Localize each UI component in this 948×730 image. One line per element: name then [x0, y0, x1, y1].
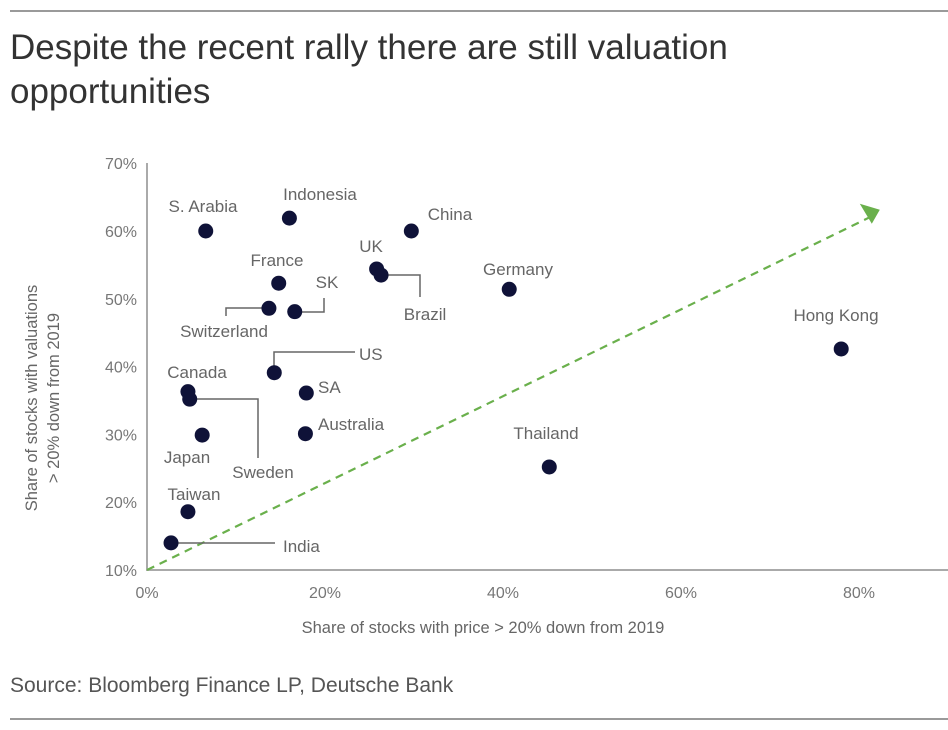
data-point-indonesia	[281, 210, 297, 226]
x-axis-title: Share of stocks with price > 20% down fr…	[302, 619, 665, 637]
chart-title: Despite the recent rally there are still…	[10, 28, 728, 111]
point-label: SA	[318, 378, 341, 397]
leader-line	[196, 398, 259, 458]
leader-line	[273, 351, 355, 368]
point-label: India	[283, 537, 320, 556]
point-label: Indonesia	[283, 185, 357, 204]
y-tick-label: 20%	[105, 495, 137, 512]
y-tick-label: 50%	[105, 292, 137, 309]
data-point-france	[271, 275, 287, 291]
point-label: Germany	[483, 260, 553, 279]
top-rule	[10, 10, 948, 12]
point-label: SK	[316, 273, 339, 292]
data-point-china	[403, 223, 419, 239]
data-point-s-arabia	[198, 223, 214, 239]
data-point-sweden	[182, 391, 198, 407]
y-tick-label: 10%	[105, 563, 137, 580]
point-label: Canada	[167, 363, 227, 382]
data-point-sk	[287, 304, 303, 320]
y-tick-label: 40%	[105, 360, 137, 377]
point-label: Brazil	[404, 305, 447, 324]
point-label: Australia	[318, 415, 385, 434]
leader-line	[387, 274, 421, 297]
data-point-switzerland	[261, 300, 277, 316]
y-tick-label: 30%	[105, 427, 137, 444]
data-point-taiwan	[180, 504, 196, 520]
y-tick-label: 70%	[105, 156, 137, 173]
leader-line	[225, 307, 265, 316]
point-label: Switzerland	[180, 322, 268, 341]
x-tick-label: 0%	[135, 585, 158, 602]
point-label: France	[251, 251, 304, 270]
data-point-australia	[297, 426, 313, 442]
data-point-sa	[298, 385, 314, 401]
data-point-germany	[501, 281, 517, 297]
trend-arrow-head	[859, 203, 880, 224]
trend-line	[146, 216, 870, 571]
point-label: Taiwan	[168, 485, 221, 504]
data-point-brazil	[373, 267, 389, 283]
x-tick-label: 40%	[487, 585, 519, 602]
leader-line	[299, 298, 325, 313]
y-axis-title: Share of stocks with valuations	[23, 285, 41, 512]
source-note: Source: Bloomberg Finance LP, Deutsche B…	[10, 674, 454, 697]
data-point-us	[266, 365, 282, 381]
y-axis-title: > 20% down from 2019	[45, 313, 63, 483]
data-point-india	[163, 535, 179, 551]
x-tick-label: 20%	[309, 585, 341, 602]
point-label: China	[428, 205, 473, 224]
point-label: UK	[359, 237, 383, 256]
point-label: Hong Kong	[793, 306, 878, 325]
data-point-hong-kong	[833, 341, 849, 357]
point-label: Sweden	[232, 463, 293, 482]
data-point-thailand	[541, 459, 557, 475]
point-label: Japan	[164, 448, 210, 467]
point-label: Thailand	[513, 424, 578, 443]
x-tick-label: 80%	[843, 585, 875, 602]
y-tick-label: 60%	[105, 224, 137, 241]
point-label: US	[359, 345, 383, 364]
bottom-rule	[10, 718, 948, 720]
x-tick-label: 60%	[665, 585, 697, 602]
point-label: S. Arabia	[169, 197, 239, 216]
data-point-japan	[194, 427, 210, 443]
